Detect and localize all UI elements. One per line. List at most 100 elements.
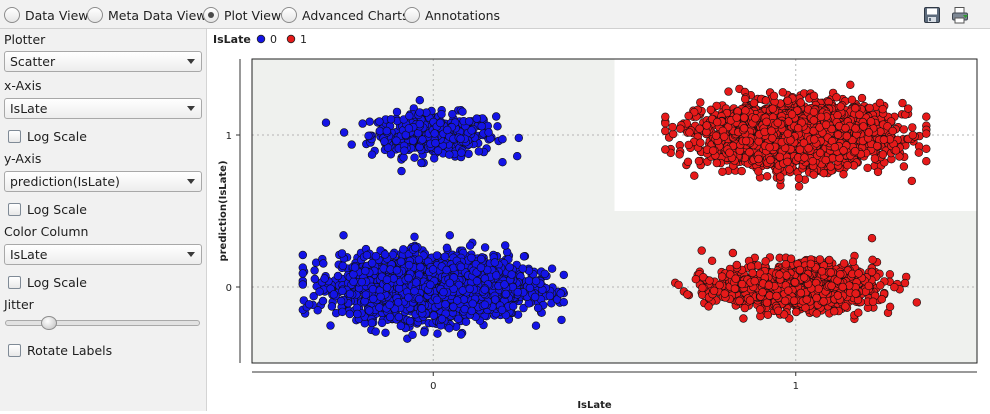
legend-title: IsLate — [213, 33, 251, 46]
data-point — [406, 317, 414, 325]
data-point — [386, 301, 394, 309]
data-point — [469, 300, 477, 308]
data-point — [532, 277, 540, 285]
data-point — [866, 104, 874, 112]
data-point — [337, 297, 345, 305]
data-point — [440, 288, 448, 296]
data-point — [339, 262, 347, 270]
legend-marker-1 — [287, 35, 295, 43]
view-tab-bar: Data View Meta Data View Plot View Advan… — [0, 0, 990, 29]
data-point — [409, 137, 417, 145]
data-point — [446, 279, 454, 287]
data-point — [441, 253, 449, 261]
data-point — [340, 129, 348, 137]
tab-plot-view[interactable]: Plot View — [203, 5, 281, 25]
data-point — [468, 307, 476, 315]
data-point — [330, 291, 338, 299]
data-point — [415, 295, 423, 303]
data-point — [445, 324, 453, 332]
data-point — [494, 122, 502, 130]
data-point — [443, 244, 451, 252]
data-point — [319, 297, 327, 305]
y-log-scale-checkbox[interactable]: Log Scale — [8, 201, 87, 217]
data-point — [434, 330, 442, 338]
data-point — [426, 281, 434, 289]
data-point — [922, 130, 930, 138]
data-point — [377, 293, 385, 301]
data-point — [442, 300, 450, 308]
data-point — [381, 251, 389, 259]
data-point — [475, 148, 483, 156]
data-point — [438, 110, 446, 118]
x-axis-value: IsLate — [10, 101, 47, 116]
y-axis-select[interactable]: prediction(IsLate) — [4, 171, 202, 192]
jitter-slider-track[interactable] — [5, 320, 200, 326]
data-point — [348, 141, 356, 149]
data-point — [420, 328, 428, 336]
data-point — [397, 322, 405, 330]
data-point — [534, 304, 542, 312]
tab-meta-data-view[interactable]: Meta Data View — [87, 5, 207, 25]
data-point — [299, 281, 307, 289]
data-point — [546, 292, 554, 300]
data-point — [311, 275, 319, 283]
data-point — [416, 109, 424, 117]
data-point — [397, 258, 405, 266]
tab-advanced-charts[interactable]: Advanced Charts — [281, 5, 409, 25]
data-point — [466, 285, 474, 293]
data-point — [676, 125, 684, 133]
data-point — [362, 291, 370, 299]
data-point — [381, 138, 389, 146]
data-point — [531, 293, 539, 301]
data-point — [433, 252, 441, 260]
save-icon[interactable] — [923, 6, 941, 24]
y-axis-value: prediction(IsLate) — [10, 174, 120, 189]
data-point — [393, 266, 401, 274]
checkbox-label: Log Scale — [27, 202, 87, 217]
data-point — [508, 271, 516, 279]
data-point — [412, 279, 420, 287]
tab-label: Meta Data View — [108, 8, 207, 23]
tab-annotations[interactable]: Annotations — [404, 5, 500, 25]
tab-label: Plot View — [224, 8, 281, 23]
data-point — [372, 328, 380, 336]
x-log-scale-checkbox[interactable]: Log Scale — [8, 128, 87, 144]
chevron-down-icon — [187, 106, 195, 111]
data-point — [499, 135, 507, 143]
data-point — [513, 152, 521, 160]
data-point — [378, 319, 386, 327]
data-point — [478, 122, 486, 130]
data-point — [492, 272, 500, 280]
data-point — [558, 316, 566, 324]
data-point — [299, 270, 307, 278]
plotter-select[interactable]: Scatter — [4, 51, 202, 72]
checkbox-icon — [8, 203, 21, 216]
data-point — [548, 265, 556, 273]
data-point — [417, 159, 425, 167]
data-point — [340, 231, 348, 239]
print-icon[interactable] — [951, 6, 969, 24]
rotate-labels-checkbox[interactable]: Rotate Labels — [8, 342, 112, 358]
data-point — [354, 310, 362, 318]
data-point — [457, 135, 465, 143]
data-point — [369, 295, 377, 303]
radio-icon — [4, 7, 20, 23]
data-point — [350, 278, 358, 286]
jitter-slider-handle[interactable] — [41, 316, 57, 330]
color-column-select[interactable]: IsLate — [4, 244, 202, 265]
data-point — [434, 147, 442, 155]
data-point — [433, 296, 441, 304]
data-point — [368, 259, 376, 267]
data-point — [462, 318, 470, 326]
x-axis-select[interactable]: IsLate — [4, 98, 202, 119]
data-point — [400, 147, 408, 155]
tab-data-view[interactable]: Data View — [4, 5, 88, 25]
data-point — [405, 125, 413, 133]
legend-label-1: 1 — [300, 33, 307, 46]
data-point — [358, 278, 366, 286]
data-point — [519, 265, 527, 273]
data-point — [725, 88, 733, 96]
color-log-scale-checkbox[interactable]: Log Scale — [8, 274, 87, 290]
data-point — [334, 272, 342, 280]
data-point — [446, 231, 454, 239]
